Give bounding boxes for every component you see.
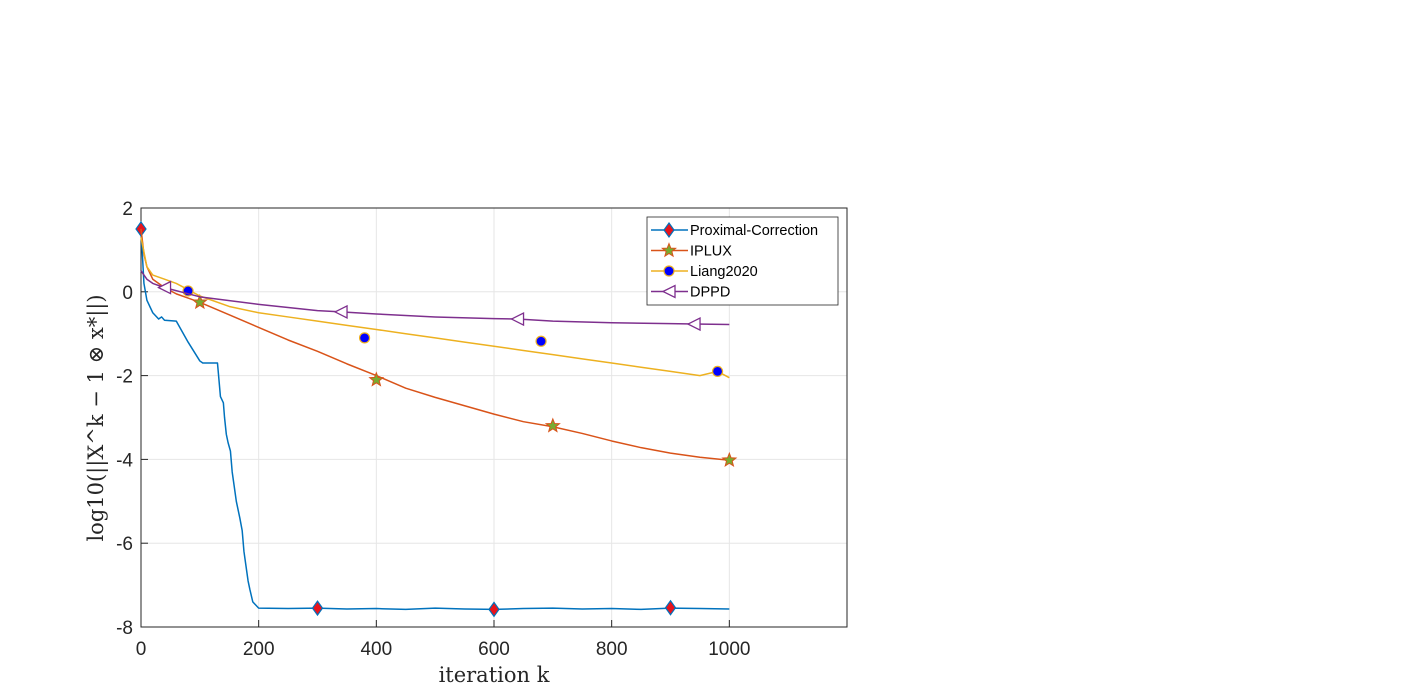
- legend-box: [646, 216, 839, 306]
- legend-entry: DPPD: [651, 284, 730, 301]
- series-marker: [311, 600, 324, 617]
- x-tick-label: 200: [243, 639, 275, 660]
- series-dppd: [140, 270, 730, 332]
- y-tick-label: -4: [116, 450, 133, 471]
- legend-label: Liang2020: [690, 264, 758, 280]
- series-marker: [510, 311, 525, 327]
- legend-label: Proximal-Correction: [690, 223, 818, 239]
- x-axis-label: iteration k: [439, 663, 550, 687]
- y-tick-label: -8: [116, 618, 133, 639]
- series-line: [140, 228, 730, 461]
- legend-label: IPLUX: [690, 244, 732, 260]
- x-tick-label: 1000: [708, 639, 750, 660]
- legend-entry: IPLUX: [651, 242, 732, 260]
- y-tick-label: 2: [122, 199, 133, 220]
- series-marker: [711, 365, 724, 378]
- x-tick-label: 400: [360, 639, 392, 660]
- series-marker: [535, 335, 547, 347]
- series-marker: [686, 317, 701, 332]
- series-marker: [544, 417, 561, 433]
- legend-marker: [663, 265, 675, 277]
- y-tick-label: 0: [122, 283, 133, 304]
- y-tick-label: -6: [116, 534, 133, 555]
- series-marker: [368, 371, 385, 387]
- series-marker: [488, 601, 500, 618]
- series-line: [140, 270, 730, 326]
- series-layer: [135, 220, 738, 618]
- y-axis-label: log10(||X^k − 1 ⊗ x*||): [84, 294, 109, 541]
- series-marker: [358, 332, 371, 344]
- x-tick-label: 600: [478, 639, 510, 660]
- legend-label: DPPD: [690, 285, 730, 301]
- series-marker: [721, 451, 738, 468]
- legend-entry: Proximal-Correction: [651, 221, 818, 239]
- x-axis-ticks: 0 200 400 600 800 1000: [136, 620, 750, 660]
- series-marker: [157, 280, 172, 295]
- legend-entry: Liang2020: [651, 264, 758, 280]
- series-line: [140, 237, 730, 379]
- series-marker: [191, 293, 208, 310]
- legend: Proximal-Correction IPLUX Liang2020 DPPD: [646, 216, 839, 306]
- series-liang2020: [140, 237, 730, 379]
- series-marker: [664, 599, 677, 616]
- x-tick-label: 0: [136, 639, 147, 660]
- legend-marker: [663, 221, 675, 239]
- x-tick-label: 800: [596, 639, 628, 660]
- series-marker: [333, 304, 348, 319]
- series-line: [140, 228, 730, 611]
- series-proximal-correction: [135, 220, 730, 618]
- y-tick-label: -2: [116, 367, 133, 388]
- legend-marker: [661, 284, 676, 299]
- y-axis-ticks: 2 0 -2 -4 -6 -8: [116, 199, 148, 639]
- legend-marker: [661, 242, 677, 258]
